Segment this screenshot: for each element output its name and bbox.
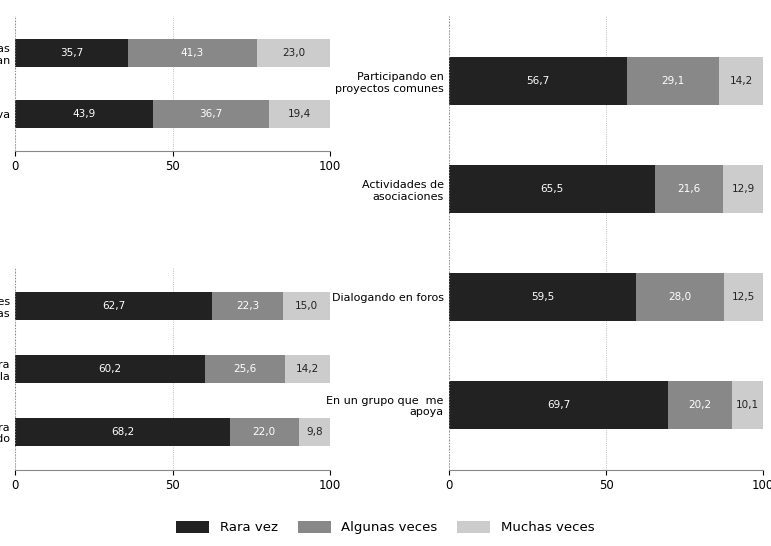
Text: 10,1: 10,1 [736, 400, 759, 410]
Text: 60,2: 60,2 [99, 364, 122, 374]
Text: 29,1: 29,1 [662, 76, 685, 86]
Bar [722, 165, 763, 213]
Text: 19,4: 19,4 [288, 109, 311, 119]
Text: 14,2: 14,2 [729, 76, 752, 86]
Text: 62,7: 62,7 [103, 301, 126, 311]
Text: 22,3: 22,3 [236, 301, 259, 311]
Bar [15, 418, 230, 446]
Text: 69,7: 69,7 [547, 400, 571, 410]
Bar [724, 272, 763, 321]
Bar [282, 292, 330, 320]
Bar [128, 39, 258, 67]
Text: 43,9: 43,9 [72, 109, 96, 119]
Text: 28,0: 28,0 [668, 292, 692, 302]
Text: 20,2: 20,2 [689, 400, 712, 410]
Text: 36,7: 36,7 [200, 109, 223, 119]
Bar [655, 165, 722, 213]
Bar [268, 100, 330, 128]
Bar [449, 381, 668, 429]
Legend: Rara vez, Algunas veces, Muchas veces: Rara vez, Algunas veces, Muchas veces [171, 515, 600, 539]
Bar [15, 100, 153, 128]
Bar [636, 272, 724, 321]
Bar [668, 381, 732, 429]
Bar [299, 418, 330, 446]
Bar [449, 272, 636, 321]
Bar [719, 57, 763, 105]
Text: 15,0: 15,0 [295, 301, 318, 311]
Text: 35,7: 35,7 [60, 48, 83, 58]
Text: 12,9: 12,9 [732, 184, 755, 194]
Bar [230, 418, 299, 446]
Text: 68,2: 68,2 [111, 427, 134, 437]
Bar [15, 39, 128, 67]
Text: 59,5: 59,5 [531, 292, 554, 302]
Bar [15, 292, 213, 320]
Text: 41,3: 41,3 [181, 48, 204, 58]
Bar [285, 355, 330, 383]
Text: 25,6: 25,6 [233, 364, 257, 374]
Text: 23,0: 23,0 [282, 48, 305, 58]
Text: 14,2: 14,2 [296, 364, 319, 374]
Text: 65,5: 65,5 [540, 184, 564, 194]
Bar [258, 39, 330, 67]
Bar [213, 292, 282, 320]
Bar [153, 100, 268, 128]
Bar [732, 381, 763, 429]
Bar [449, 57, 628, 105]
Bar [15, 355, 204, 383]
Text: 12,5: 12,5 [732, 292, 756, 302]
Bar [449, 165, 655, 213]
Text: 21,6: 21,6 [677, 184, 700, 194]
Text: 9,8: 9,8 [306, 427, 322, 437]
Text: 22,0: 22,0 [253, 427, 276, 437]
Bar [204, 355, 285, 383]
Text: 56,7: 56,7 [527, 76, 550, 86]
Bar [628, 57, 719, 105]
